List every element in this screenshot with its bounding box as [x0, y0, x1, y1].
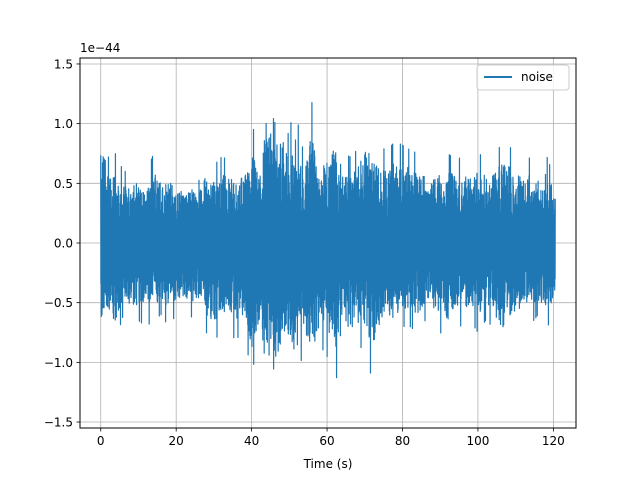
legend: noise: [477, 65, 569, 90]
y-tick-label: 1.5: [54, 57, 73, 71]
x-axis-label: Time (s): [303, 457, 353, 471]
legend-label-noise: noise: [521, 70, 553, 84]
y-tick-label: 1.0: [54, 117, 73, 131]
x-tick-label: 0: [97, 434, 105, 448]
y-offset-label: 1e−44: [80, 41, 120, 55]
y-tick-label: −1.0: [44, 356, 73, 370]
x-tick-label: 20: [169, 434, 184, 448]
x-tick-label: 60: [319, 434, 334, 448]
y-tick-label: −0.5: [44, 296, 73, 310]
x-tick-label: 40: [244, 434, 259, 448]
x-tick-label: 120: [542, 434, 565, 448]
y-tick-label: 0.0: [54, 237, 73, 251]
x-tick-label: 100: [466, 434, 489, 448]
x-tick-label: 80: [395, 434, 410, 448]
y-tick-label: 0.5: [54, 177, 73, 191]
y-tick-label: −1.5: [44, 416, 73, 430]
